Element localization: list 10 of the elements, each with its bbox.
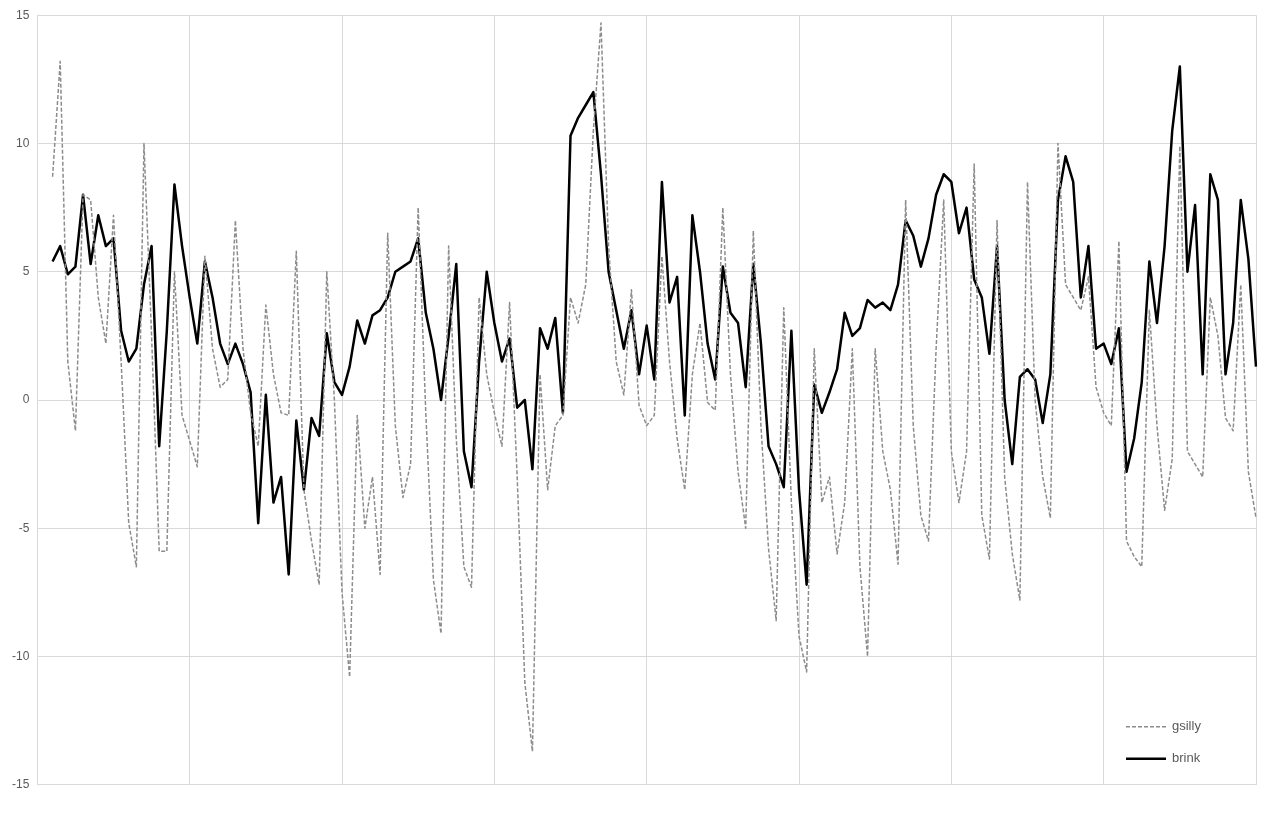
- line-series: [51, 22, 1257, 753]
- y-tick-label: -5: [18, 520, 30, 535]
- y-tick-label: -15: [12, 777, 30, 792]
- legend-label: gsilly: [1172, 718, 1202, 734]
- y-tick-label: -10: [12, 648, 30, 663]
- y-tick-label: 0: [22, 392, 30, 407]
- y-tick-label: 10: [15, 135, 30, 150]
- y-tick-label: 5: [22, 264, 30, 279]
- legend-label: brink: [1172, 750, 1201, 766]
- y-tick-label: 15: [15, 7, 30, 22]
